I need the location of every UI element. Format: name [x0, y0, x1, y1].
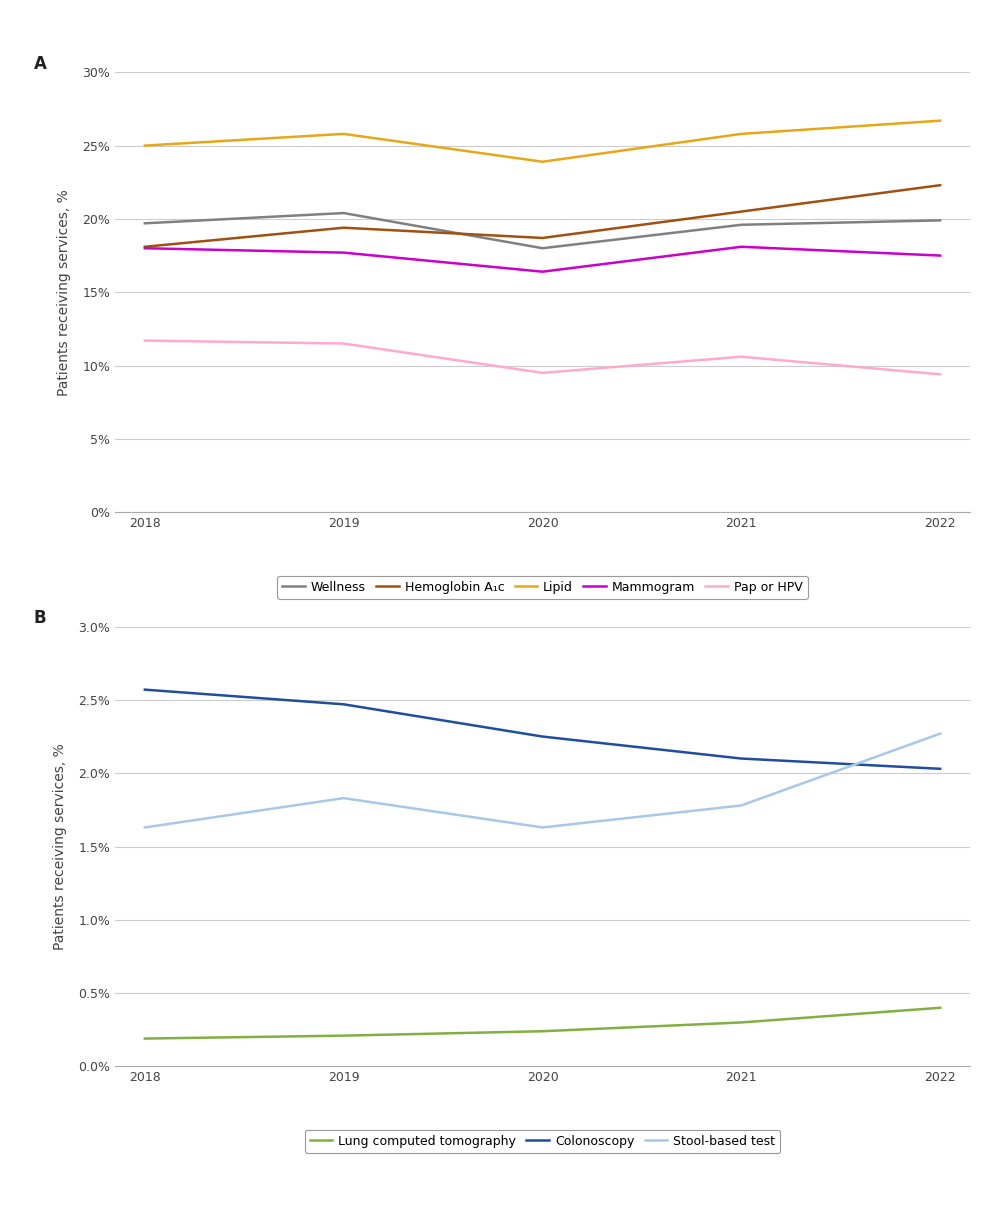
Mammogram [934, 248, 946, 263]
Legend: Lung computed tomography, Colonoscopy, Stool-based test: Lung computed tomography, Colonoscopy, S… [305, 1130, 780, 1153]
Pap or HPV [536, 365, 548, 380]
Colonoscopy [934, 762, 946, 776]
Lung computed tomography [735, 1015, 747, 1029]
Stool-based test [536, 821, 548, 835]
Hemoglobin A₁c [735, 205, 747, 219]
Lung computed tomography [934, 1000, 946, 1015]
Lung computed tomography [338, 1028, 350, 1042]
Wellness [536, 241, 548, 255]
Wellness [338, 206, 350, 221]
Lipid [934, 113, 946, 128]
Hemoglobin A₁c [934, 178, 946, 193]
Line: Hemoglobin A₁c: Hemoglobin A₁c [145, 186, 940, 247]
Lung computed tomography [139, 1031, 151, 1046]
Wellness [735, 218, 747, 233]
Line: Lung computed tomography: Lung computed tomography [145, 1007, 940, 1039]
Mammogram [338, 246, 350, 260]
Hemoglobin A₁c [139, 240, 151, 254]
Stool-based test [735, 798, 747, 812]
Y-axis label: Patients receiving services, %: Patients receiving services, % [53, 743, 67, 950]
Text: B: B [34, 609, 46, 627]
Lung computed tomography [536, 1024, 548, 1039]
Line: Stool-based test: Stool-based test [145, 734, 940, 828]
Line: Colonoscopy: Colonoscopy [145, 689, 940, 769]
Colonoscopy [536, 729, 548, 743]
Mammogram [139, 241, 151, 255]
Mammogram [536, 264, 548, 278]
Legend: Wellness, Hemoglobin A₁c, Lipid, Mammogram, Pap or HPV: Wellness, Hemoglobin A₁c, Lipid, Mammogr… [277, 576, 808, 599]
Y-axis label: Patients receiving services, %: Patients receiving services, % [57, 189, 71, 395]
Lipid [338, 127, 350, 141]
Line: Mammogram: Mammogram [145, 247, 940, 271]
Line: Wellness: Wellness [145, 213, 940, 248]
Colonoscopy [139, 682, 151, 696]
Pap or HPV [139, 334, 151, 348]
Colonoscopy [735, 752, 747, 766]
Stool-based test [934, 727, 946, 741]
Lipid [139, 139, 151, 153]
Stool-based test [338, 790, 350, 805]
Pap or HPV [934, 368, 946, 382]
Pap or HPV [735, 349, 747, 364]
Line: Pap or HPV: Pap or HPV [145, 341, 940, 375]
Wellness [934, 213, 946, 228]
Hemoglobin A₁c [536, 230, 548, 245]
Stool-based test [139, 821, 151, 835]
Colonoscopy [338, 696, 350, 711]
Text: A: A [34, 54, 47, 72]
Hemoglobin A₁c [338, 221, 350, 235]
Wellness [139, 216, 151, 230]
Line: Lipid: Lipid [145, 120, 940, 161]
Pap or HPV [338, 336, 350, 351]
Lipid [536, 154, 548, 169]
Lipid [735, 127, 747, 141]
Mammogram [735, 240, 747, 254]
